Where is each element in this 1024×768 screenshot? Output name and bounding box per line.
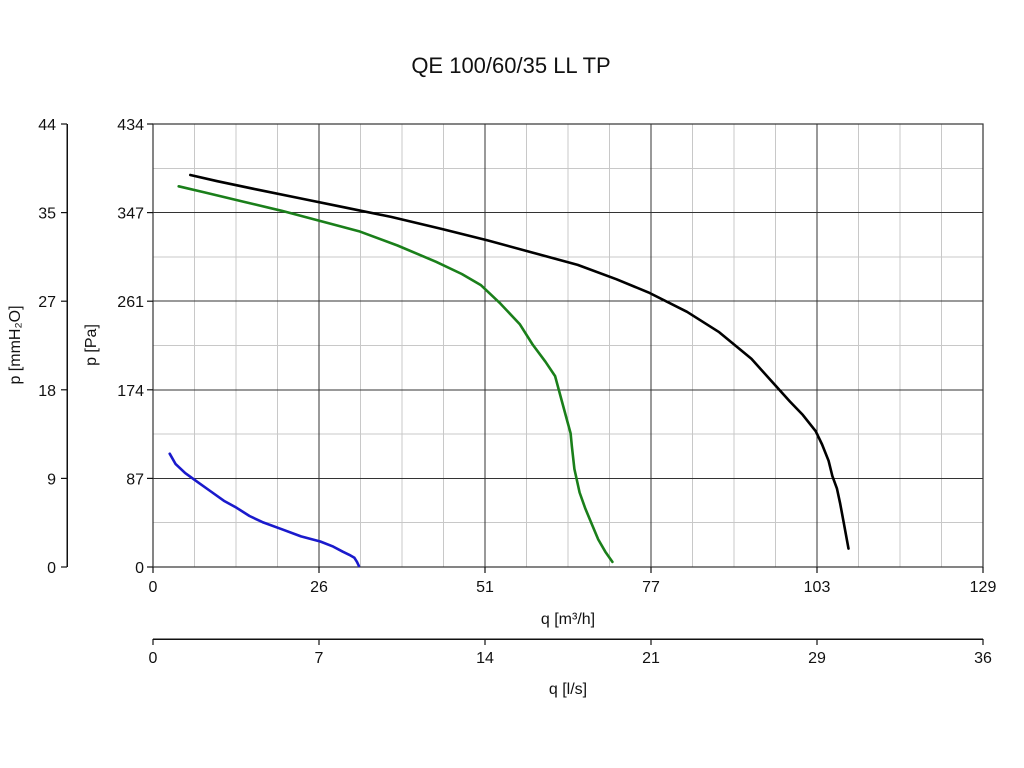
secondary-y-tick-label: 35 (38, 206, 56, 223)
secondary-y-axis-title: p [mmH₂O] (7, 305, 24, 384)
x-tick-label: 103 (804, 579, 831, 596)
series-group (168, 173, 850, 568)
y-axis-ticks: 0 87 174 261 347 434 (117, 117, 153, 577)
y-tick-label: 261 (117, 294, 144, 311)
series-line-2 (177, 185, 614, 564)
secondary-y-tick-label: 44 (38, 117, 56, 134)
secondary-x-tick-label: 29 (808, 650, 826, 667)
plot-frame (152, 123, 984, 568)
secondary-y-tick-label: 0 (47, 560, 56, 577)
y-tick-label: 347 (117, 206, 144, 223)
y-tick-label: 87 (126, 471, 144, 488)
y-axis-title: p [Pa] (83, 324, 100, 366)
secondary-y-tick-label: 9 (47, 471, 56, 488)
secondary-x-tick-label: 36 (974, 650, 992, 667)
chart-title: QE 100/60/35 LL TP (411, 53, 610, 78)
x-tick-label: 51 (476, 579, 494, 596)
x-axis-title: q [m³/h] (541, 611, 595, 628)
y-tick-label: 0 (135, 560, 144, 577)
series-line-1 (189, 173, 850, 550)
series-line-3 (168, 452, 361, 568)
x-axis-ticks: 0 26 51 77 103 129 (149, 567, 997, 596)
x-tick-label: 0 (149, 579, 158, 596)
x-tick-label: 77 (642, 579, 660, 596)
minor-grid (153, 124, 983, 567)
secondary-x-tick-label: 14 (476, 650, 494, 667)
plot-area (152, 123, 984, 568)
secondary-x-tick-label: 7 (315, 650, 324, 667)
secondary-y-tick-label: 27 (38, 294, 56, 311)
secondary-x-axis-ticks: 0 7 14 21 29 36 (149, 639, 992, 667)
secondary-y-axis-ticks: 0 9 18 27 35 44 (38, 117, 67, 577)
secondary-x-tick-label: 0 (149, 650, 158, 667)
x-tick-label: 129 (970, 579, 997, 596)
y-tick-label: 434 (117, 117, 144, 134)
y-tick-label: 174 (117, 383, 144, 400)
secondary-y-tick-label: 18 (38, 383, 56, 400)
secondary-x-tick-label: 21 (642, 650, 660, 667)
secondary-x-axis-title: q [l/s] (549, 681, 587, 698)
x-tick-label: 26 (310, 579, 328, 596)
